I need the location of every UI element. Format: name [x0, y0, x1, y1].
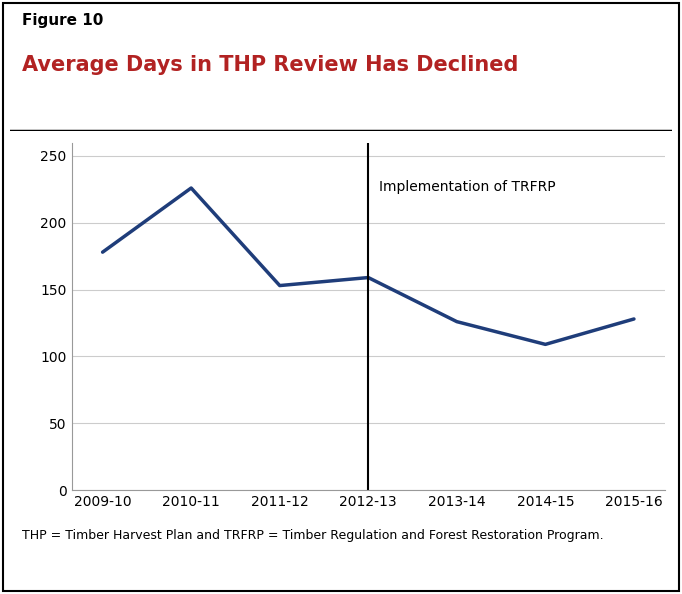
Text: Figure 10: Figure 10: [22, 12, 104, 27]
Text: THP = Timber Harvest Plan and TRFRP = Timber Regulation and Forest Restoration P: THP = Timber Harvest Plan and TRFRP = Ti…: [22, 529, 604, 542]
Text: Average Days in THP Review Has Declined: Average Days in THP Review Has Declined: [22, 55, 518, 75]
Text: Implementation of TRFRP: Implementation of TRFRP: [379, 180, 556, 194]
